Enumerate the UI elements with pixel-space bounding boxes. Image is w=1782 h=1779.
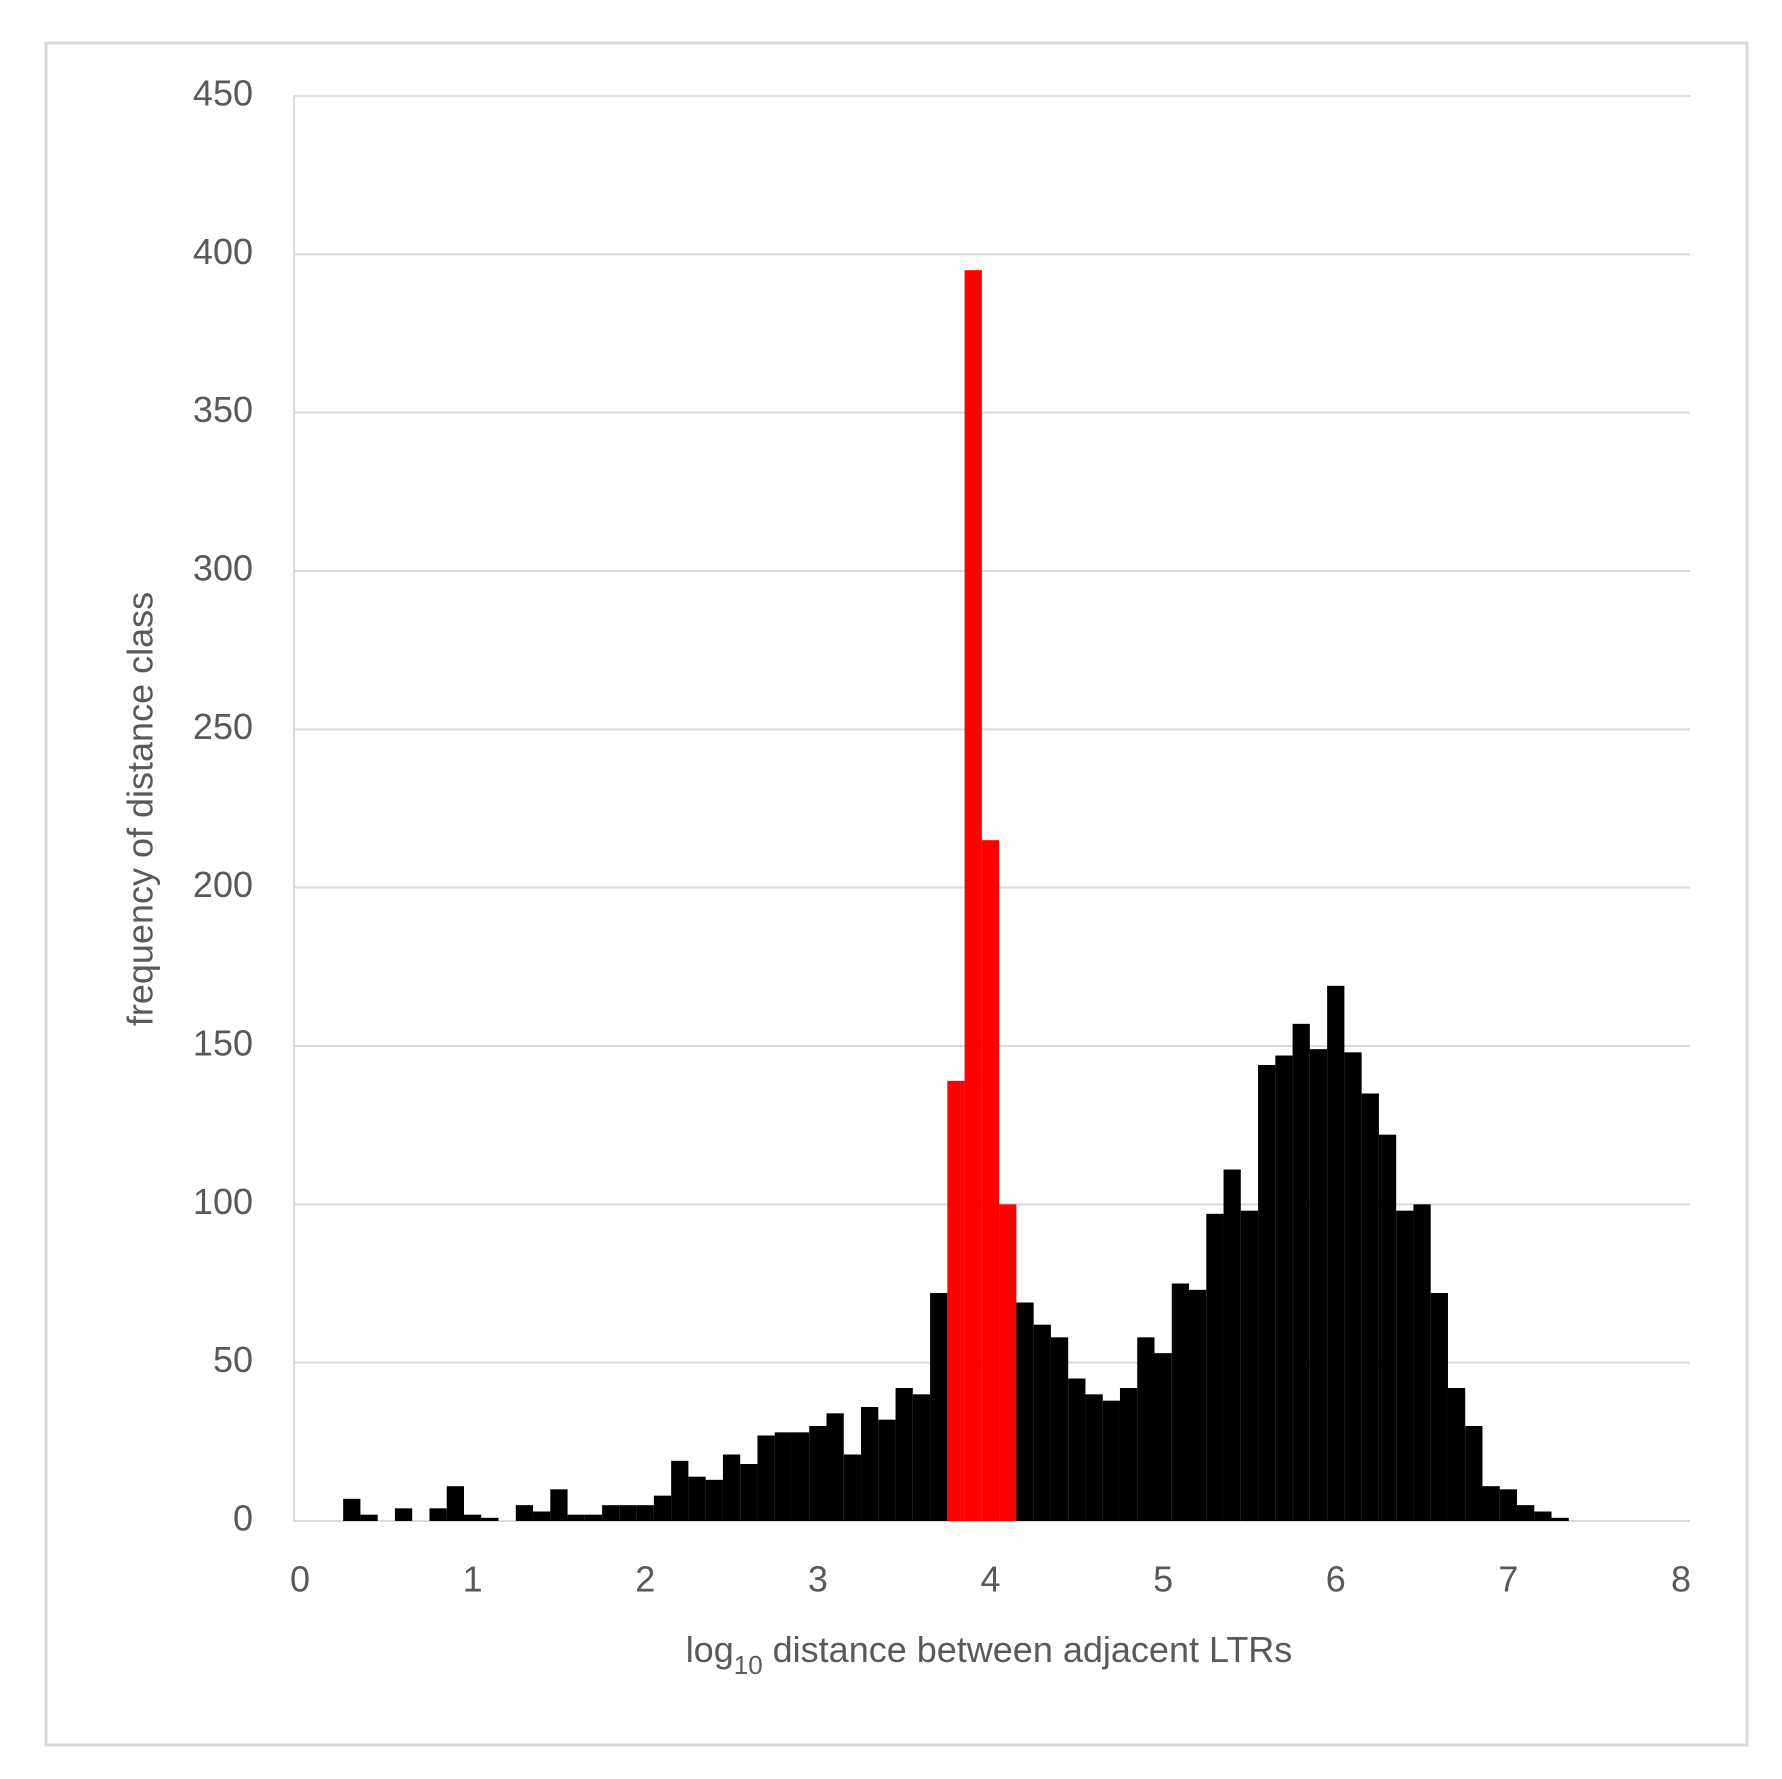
bar (1068, 1378, 1086, 1521)
x-tick-label: 6 (1326, 1559, 1346, 1600)
bar (1085, 1394, 1103, 1521)
bar (1482, 1486, 1500, 1521)
bar (481, 1517, 499, 1521)
bar (567, 1514, 585, 1521)
bar (964, 270, 982, 1522)
x-tick-label: 3 (808, 1559, 828, 1600)
bar (1499, 1489, 1518, 1521)
bar (740, 1464, 758, 1521)
bar (912, 1394, 931, 1521)
bar (1327, 985, 1345, 1521)
bar (1137, 1337, 1155, 1521)
bar (688, 1476, 706, 1521)
y-tick-label: 50 (213, 1339, 253, 1380)
y-tick-label: 200 (193, 864, 253, 905)
bar (705, 1479, 723, 1521)
y-axis-title: frequency of distance class (120, 592, 161, 1026)
bar (1378, 1134, 1397, 1521)
x-tick-label: 8 (1671, 1559, 1691, 1600)
bar (1154, 1353, 1172, 1521)
bar (1050, 1337, 1069, 1521)
bar (1033, 1324, 1051, 1521)
bar (1275, 1055, 1293, 1521)
bar (602, 1505, 620, 1521)
y-tick-label: 250 (193, 706, 253, 747)
bar (1413, 1204, 1431, 1521)
x-tick-label: 7 (1498, 1559, 1518, 1600)
bar (550, 1489, 568, 1521)
x-tick-label: 0 (290, 1559, 310, 1600)
bar (1240, 1210, 1259, 1521)
y-tick-label: 100 (193, 1181, 253, 1222)
bar (1258, 1065, 1276, 1521)
bar (930, 1293, 948, 1521)
x-axis-title-main: log (686, 1629, 734, 1670)
bar (360, 1514, 378, 1521)
x-tick-label: 4 (980, 1559, 1000, 1600)
bar (584, 1514, 603, 1521)
y-tick-label: 450 (193, 73, 253, 114)
bar (653, 1495, 672, 1521)
bar (1309, 1049, 1328, 1521)
bar (463, 1514, 482, 1521)
bar (1292, 1023, 1310, 1521)
bar (1119, 1388, 1138, 1521)
bar (895, 1388, 913, 1521)
bar (1171, 1283, 1190, 1521)
bar (446, 1486, 464, 1521)
x-axis-title-rest: distance between adjacent LTRs (763, 1629, 1293, 1670)
bar (1396, 1210, 1414, 1521)
bar (722, 1454, 741, 1521)
bar (1206, 1213, 1224, 1521)
bar (1430, 1293, 1448, 1521)
bar (515, 1505, 534, 1521)
bar (861, 1407, 879, 1521)
bar (878, 1419, 896, 1521)
bar (1534, 1511, 1552, 1521)
bar (791, 1432, 810, 1521)
bar (1189, 1289, 1207, 1521)
bar (999, 1204, 1017, 1521)
bar (1465, 1426, 1483, 1521)
y-tick-label: 0 (233, 1498, 253, 1539)
bar (947, 1080, 965, 1521)
bar (981, 840, 1000, 1521)
bar (619, 1505, 637, 1521)
x-tick-label: 1 (463, 1559, 483, 1600)
x-tick-label: 2 (635, 1559, 655, 1600)
x-axis-title-subscript: 10 (734, 1650, 763, 1680)
y-tick-label: 400 (193, 231, 253, 272)
bar (774, 1432, 792, 1521)
bar (1102, 1400, 1120, 1521)
bar (1223, 1169, 1241, 1521)
bar (826, 1413, 844, 1521)
bar (636, 1505, 654, 1521)
bar (1344, 1052, 1362, 1521)
x-tick-label: 5 (1153, 1559, 1173, 1600)
y-tick-label: 150 (193, 1023, 253, 1064)
bar (1551, 1517, 1569, 1521)
bar (429, 1508, 447, 1521)
bar (533, 1511, 551, 1521)
y-tick-label: 350 (193, 389, 253, 430)
bar (1016, 1302, 1034, 1521)
bar (1447, 1388, 1466, 1521)
bar (343, 1498, 361, 1521)
bar (671, 1460, 689, 1521)
x-axis-title: log10 distance between adjacent LTRs (686, 1629, 1293, 1680)
bar (809, 1426, 827, 1521)
bar (843, 1454, 862, 1521)
bar (1361, 1093, 1379, 1521)
y-tick-label: 300 (193, 548, 253, 589)
bar (394, 1508, 413, 1521)
bar (757, 1435, 775, 1521)
bar (1517, 1505, 1535, 1521)
